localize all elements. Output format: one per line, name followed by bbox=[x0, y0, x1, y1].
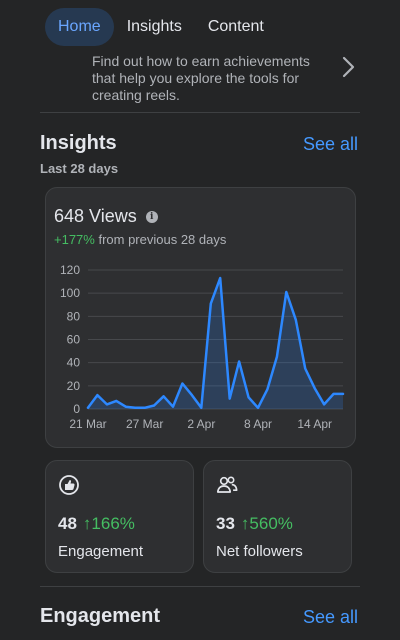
people-icon bbox=[216, 476, 238, 493]
views-label: 648 Views bbox=[54, 206, 137, 226]
x-tick-label: 27 Mar bbox=[126, 417, 163, 431]
y-tick-label: 120 bbox=[60, 263, 80, 277]
series-line bbox=[86, 276, 345, 410]
thumbs-up-bubble-icon bbox=[59, 475, 79, 495]
y-tick-label: 20 bbox=[67, 379, 81, 393]
y-tick-label: 100 bbox=[60, 286, 80, 300]
arrow-up-icon: ↑ bbox=[240, 514, 250, 533]
x-tick-label: 21 Mar bbox=[69, 417, 106, 431]
divider bbox=[40, 112, 360, 113]
engagement-see-all-link[interactable]: See all bbox=[302, 607, 358, 627]
x-tick-label: 8 Apr bbox=[244, 417, 272, 431]
net-followers-card[interactable]: 33 ↑560% Net followers bbox=[203, 460, 352, 573]
engagement-section-title: Engagement bbox=[40, 605, 161, 627]
engagement-change-value: 166% bbox=[91, 514, 135, 533]
tab-insights[interactable]: Insights bbox=[126, 18, 182, 35]
x-tick-label: 2 Apr bbox=[187, 417, 215, 431]
x-tick-label: 14 Apr bbox=[297, 417, 332, 431]
net-followers-change: ↑560% bbox=[241, 514, 293, 533]
tab-bar: Home Insights Content bbox=[45, 8, 277, 46]
tab-home[interactable]: Home bbox=[45, 8, 114, 46]
engagement-change: ↑166% bbox=[83, 514, 135, 533]
info-icon[interactable]: i bbox=[145, 210, 158, 223]
net-followers-change-value: 560% bbox=[249, 514, 293, 533]
y-tick-label: 60 bbox=[67, 333, 81, 347]
engagement-card[interactable]: 48 ↑166% Engagement bbox=[45, 460, 194, 573]
views-chart: 0 20 40 60 80 100 120 21 Mar 27 Mar 2 Apr 8 Apr 14 … bbox=[60, 263, 345, 431]
divider bbox=[40, 586, 360, 587]
series-area bbox=[88, 278, 343, 409]
y-tick-label: 0 bbox=[73, 402, 80, 416]
views-heading: 648 Views i bbox=[54, 206, 158, 227]
net-followers-label: Net followers bbox=[216, 543, 303, 560]
views-change-percent: +177% bbox=[54, 232, 95, 247]
views-change: +177% from previous 28 days bbox=[54, 232, 226, 247]
engagement-value-row: 48 ↑166% bbox=[58, 514, 135, 534]
arrow-up-icon: ↑ bbox=[82, 514, 92, 533]
chevron-right-icon[interactable] bbox=[340, 55, 356, 79]
y-tick-label: 80 bbox=[67, 309, 81, 323]
y-tick-label: 40 bbox=[67, 356, 81, 370]
insights-title: Insights bbox=[40, 132, 117, 154]
views-card[interactable]: 648 Views i +177% from previous 28 days … bbox=[45, 187, 356, 448]
tab-content[interactable]: Content bbox=[207, 18, 264, 35]
insights-see-all-link[interactable]: See all bbox=[302, 134, 358, 154]
engagement-value: 48 bbox=[58, 514, 77, 533]
net-followers-value: 33 bbox=[216, 514, 235, 533]
net-followers-value-row: 33 ↑560% bbox=[216, 514, 293, 534]
engagement-label: Engagement bbox=[58, 543, 144, 560]
achievements-banner-text[interactable]: Find out how to earn achievements that h… bbox=[92, 53, 310, 103]
insights-period: Last 28 days bbox=[40, 161, 119, 176]
views-change-suffix: from previous 28 days bbox=[94, 232, 227, 247]
